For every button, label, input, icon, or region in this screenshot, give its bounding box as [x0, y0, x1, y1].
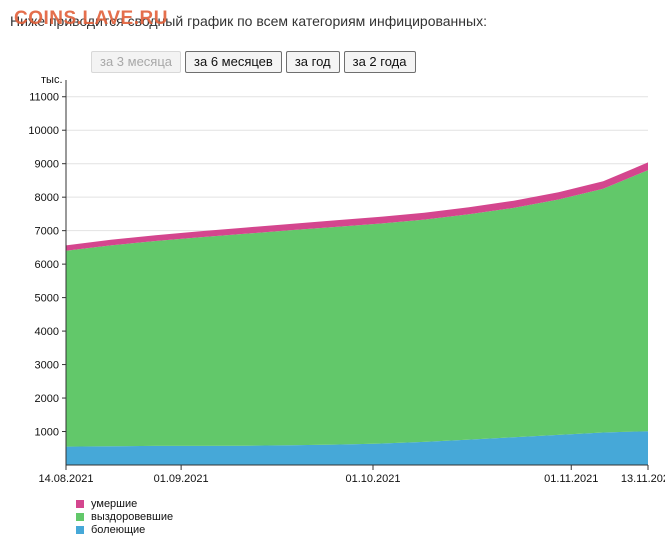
y-tick-label: 4000 — [35, 326, 59, 338]
area-series — [66, 162, 648, 465]
area-series-2 — [66, 162, 648, 251]
y-tick-label: 6000 — [35, 259, 59, 271]
area-series-0 — [66, 431, 648, 465]
y-tick-label: 1000 — [35, 427, 59, 439]
y-tick-label: 9000 — [35, 159, 59, 171]
y-tick-label: 2000 — [35, 393, 59, 405]
legend-swatch-active — [76, 525, 84, 534]
y-tick-label: 8000 — [35, 192, 59, 204]
intro-text: Ниже приводится сводный график по всем к… — [10, 13, 487, 29]
legend: умершие выздоровевшие болеющие — [76, 497, 173, 536]
x-tick-label: 01.11.2021 — [544, 473, 598, 485]
legend-label-active: болеющие — [91, 523, 146, 536]
legend-swatch-deceased — [76, 499, 84, 508]
area-series-1 — [66, 170, 648, 447]
period-6-months-button[interactable]: за 6 месяцев — [185, 51, 282, 73]
legend-item-active[interactable]: болеющие — [76, 523, 173, 536]
x-tick-label: 13.11.2021 — [621, 473, 665, 485]
axes: 1000 2000 3000 4000 5000 6000 7000 8000 9000 1000… — [28, 80, 665, 485]
x-tick-label: 01.10.2021 — [345, 473, 400, 485]
y-tick-label: 7000 — [35, 226, 59, 238]
period-2-years-button[interactable]: за 2 года — [343, 51, 416, 73]
legend-label-deceased: умершие — [91, 497, 138, 510]
y-tick-label: 3000 — [35, 360, 59, 372]
period-toolbar: за 3 месяца за 6 месяцев за год за 2 год… — [91, 51, 416, 73]
legend-item-recovered[interactable]: выздоровевшие — [76, 510, 173, 523]
y-axis-label: тыс. — [41, 74, 63, 86]
x-tick-label: 14.08.2021 — [38, 473, 93, 485]
period-3-months-button[interactable]: за 3 месяца — [91, 51, 182, 73]
legend-item-deceased[interactable]: умершие — [76, 497, 173, 510]
period-1-year-button[interactable]: за год — [285, 51, 340, 73]
watermark: COINS.LAVE.RU — [14, 8, 168, 29]
x-tick-label: 01.09.2021 — [154, 473, 209, 485]
y-tick-label: 11000 — [29, 92, 59, 104]
legend-swatch-recovered — [76, 512, 84, 521]
y-tick-label: 10000 — [28, 125, 59, 137]
legend-label-recovered: выздоровевшие — [91, 510, 174, 523]
y-tick-label: 5000 — [35, 293, 59, 305]
